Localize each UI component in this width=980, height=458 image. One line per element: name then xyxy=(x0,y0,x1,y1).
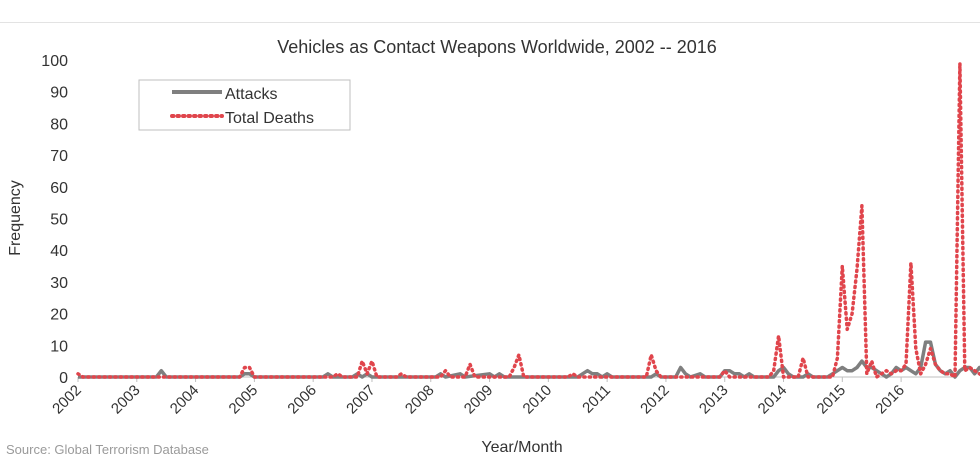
y-tick-label: 40 xyxy=(50,243,68,260)
x-tick-label: 2004 xyxy=(167,382,203,418)
source-note: Source: Global Terrorism Database xyxy=(6,442,209,457)
series-layer xyxy=(76,61,980,379)
x-tick-label: 2011 xyxy=(579,382,614,417)
y-tick-label: 90 xyxy=(50,85,68,102)
y-tick-label: 80 xyxy=(50,116,68,133)
y-axis-label: Frequency xyxy=(7,180,24,256)
legend-attacks-label: Attacks xyxy=(225,86,277,103)
legend-box xyxy=(138,79,351,131)
y-tick-label: 0 xyxy=(59,370,68,387)
chart-title: Vehicles as Contact Weapons Worldwide, 2… xyxy=(277,37,717,57)
x-tick-label: 2015 xyxy=(814,382,850,418)
series-attacks-line xyxy=(78,340,980,379)
y-tick-label: 60 xyxy=(50,180,68,197)
x-tick-label: 2016 xyxy=(872,382,908,418)
x-tick-label: 2012 xyxy=(637,382,673,418)
y-tick-label: 70 xyxy=(50,148,68,165)
x-tick-label: 2003 xyxy=(108,382,144,418)
x-tick-label: 2013 xyxy=(696,382,732,418)
x-tick-label: 2014 xyxy=(755,382,791,418)
x-tick-label: 2006 xyxy=(284,382,320,418)
x-tick-label: 2008 xyxy=(402,382,438,418)
legend: Attacks Total Deaths xyxy=(138,79,351,131)
x-tick-label: 2005 xyxy=(226,382,262,418)
top-divider xyxy=(0,22,980,23)
y-tick-label: 20 xyxy=(50,307,68,324)
x-tick-label: 2002 xyxy=(49,382,85,418)
y-tick-label: 30 xyxy=(50,275,68,292)
x-tick-label: 2010 xyxy=(520,382,556,418)
legend-deaths-label: Total Deaths xyxy=(225,110,314,127)
x-tick-label: 2009 xyxy=(461,382,497,418)
y-tick-label: 100 xyxy=(41,53,68,70)
y-tick-label: 50 xyxy=(50,212,68,229)
x-axis-label: Year/Month xyxy=(481,439,562,456)
series-total-deaths-line xyxy=(76,61,980,379)
x-tick-label: 2007 xyxy=(343,382,379,418)
y-tick-label: 10 xyxy=(50,338,68,355)
